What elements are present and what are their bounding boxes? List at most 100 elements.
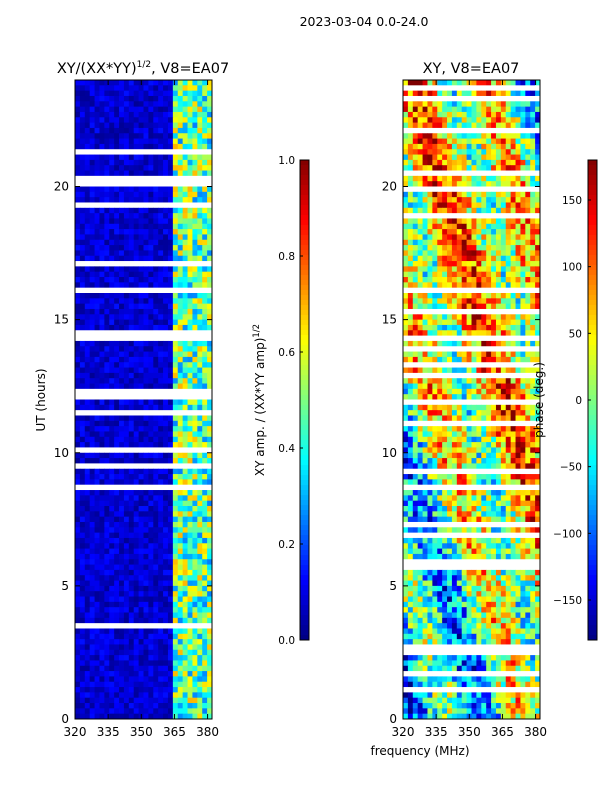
phase-cell: [461, 181, 467, 187]
amp-cell: [109, 468, 115, 475]
amp-cell: [148, 671, 154, 677]
amp-colorbar-gradient-step: [300, 290, 309, 296]
amp-cell: [182, 298, 188, 305]
phase-cell: [515, 442, 521, 448]
amp-cell: [79, 506, 86, 512]
phase-cell: [510, 133, 516, 139]
amp-cell: [153, 452, 159, 459]
amp-cell: [163, 708, 169, 715]
amp-cell: [163, 564, 169, 571]
amp-cell: [177, 154, 184, 161]
amp-cell: [158, 250, 164, 257]
amp-cell: [187, 122, 193, 129]
amp-cell: [94, 532, 100, 539]
amp-colorbar-gradient-step: [300, 340, 309, 346]
amp-cell: [197, 106, 203, 113]
amp-cell: [128, 692, 135, 699]
amp-cell: [167, 506, 174, 512]
amp-cell: [158, 138, 164, 145]
amp-cell: [177, 426, 184, 432]
amp-cell: [197, 154, 203, 161]
phase-cell: [530, 303, 536, 310]
amp-cell: [167, 271, 174, 278]
amp-cell: [99, 282, 105, 289]
amp-cell: [182, 500, 188, 507]
phase-cell: [515, 191, 521, 198]
phase-cell: [456, 80, 463, 86]
phase-cell: [471, 324, 477, 331]
phase-cell: [456, 122, 463, 129]
phase-cell: [491, 202, 497, 209]
amp-cell: [202, 293, 208, 299]
amp-cell: [119, 580, 125, 587]
amp-cell: [163, 660, 169, 667]
amp-cell: [192, 708, 198, 715]
amp-cell: [123, 655, 130, 661]
amp-cell: [177, 559, 184, 565]
amp-cell: [192, 681, 198, 688]
phase-cell: [481, 340, 487, 347]
phase-cell: [505, 506, 512, 512]
amp-cell: [94, 601, 100, 608]
amp-cell: [75, 612, 81, 619]
amp-cell: [167, 133, 174, 139]
amp-cell: [172, 431, 179, 438]
amp-cell: [109, 431, 115, 438]
amp-cell: [133, 154, 139, 161]
phase-cell: [412, 282, 419, 289]
amp-cell: [207, 553, 213, 560]
phase-cell: [481, 138, 487, 145]
amp-cell: [119, 660, 125, 667]
amp-cell: [119, 415, 125, 422]
amp-cell: [75, 495, 81, 502]
amp-cell: [119, 468, 125, 475]
amp-cell: [79, 170, 86, 177]
amp-cell: [138, 197, 144, 203]
amp-cell: [138, 431, 144, 438]
phase-cell: [491, 197, 497, 203]
phase-cell: [407, 234, 414, 241]
phase-cell: [432, 245, 438, 251]
amp-cell: [207, 601, 213, 608]
phase-cell: [535, 80, 541, 86]
amp-cell: [172, 191, 179, 198]
amp-cell: [99, 154, 105, 161]
phase-cell: [456, 117, 463, 124]
amp-cell: [109, 474, 115, 480]
amp-cell: [138, 500, 144, 507]
amp-cell: [89, 521, 95, 528]
phase-cell: [515, 319, 521, 326]
flag-gap-row: [75, 175, 212, 180]
phase-cell: [447, 383, 453, 390]
phase-cell: [427, 122, 433, 129]
phase-cell: [491, 165, 497, 171]
amp-cell: [207, 543, 213, 550]
phase-cell: [403, 474, 409, 480]
amp-cell: [133, 250, 139, 257]
amp-cell: [172, 617, 179, 624]
phase-cell: [451, 261, 458, 267]
amp-cell: [202, 628, 208, 635]
phase-cell: [495, 324, 502, 331]
amp-cell: [89, 633, 95, 640]
amp-cell: [133, 159, 139, 166]
amp-cell: [177, 596, 184, 603]
amp-cell: [84, 138, 91, 145]
amp-cell: [89, 186, 95, 193]
amp-cell: [143, 197, 149, 203]
amp-colorbar-gradient-step: [300, 510, 309, 516]
amp-cell: [99, 644, 105, 651]
phase-cell: [412, 122, 419, 129]
flag-gap-row: [75, 623, 212, 627]
phase-cell: [520, 117, 526, 124]
phase-cell: [451, 404, 458, 411]
amp-cell: [123, 452, 130, 459]
phase-cell: [535, 303, 541, 310]
phase-cell: [432, 447, 438, 454]
amp-cell: [192, 553, 198, 560]
amp-cell: [187, 532, 193, 539]
amp-cell: [94, 420, 100, 427]
amp-cell: [128, 521, 135, 528]
amp-cell: [138, 644, 144, 651]
phase-cell: [530, 266, 536, 273]
